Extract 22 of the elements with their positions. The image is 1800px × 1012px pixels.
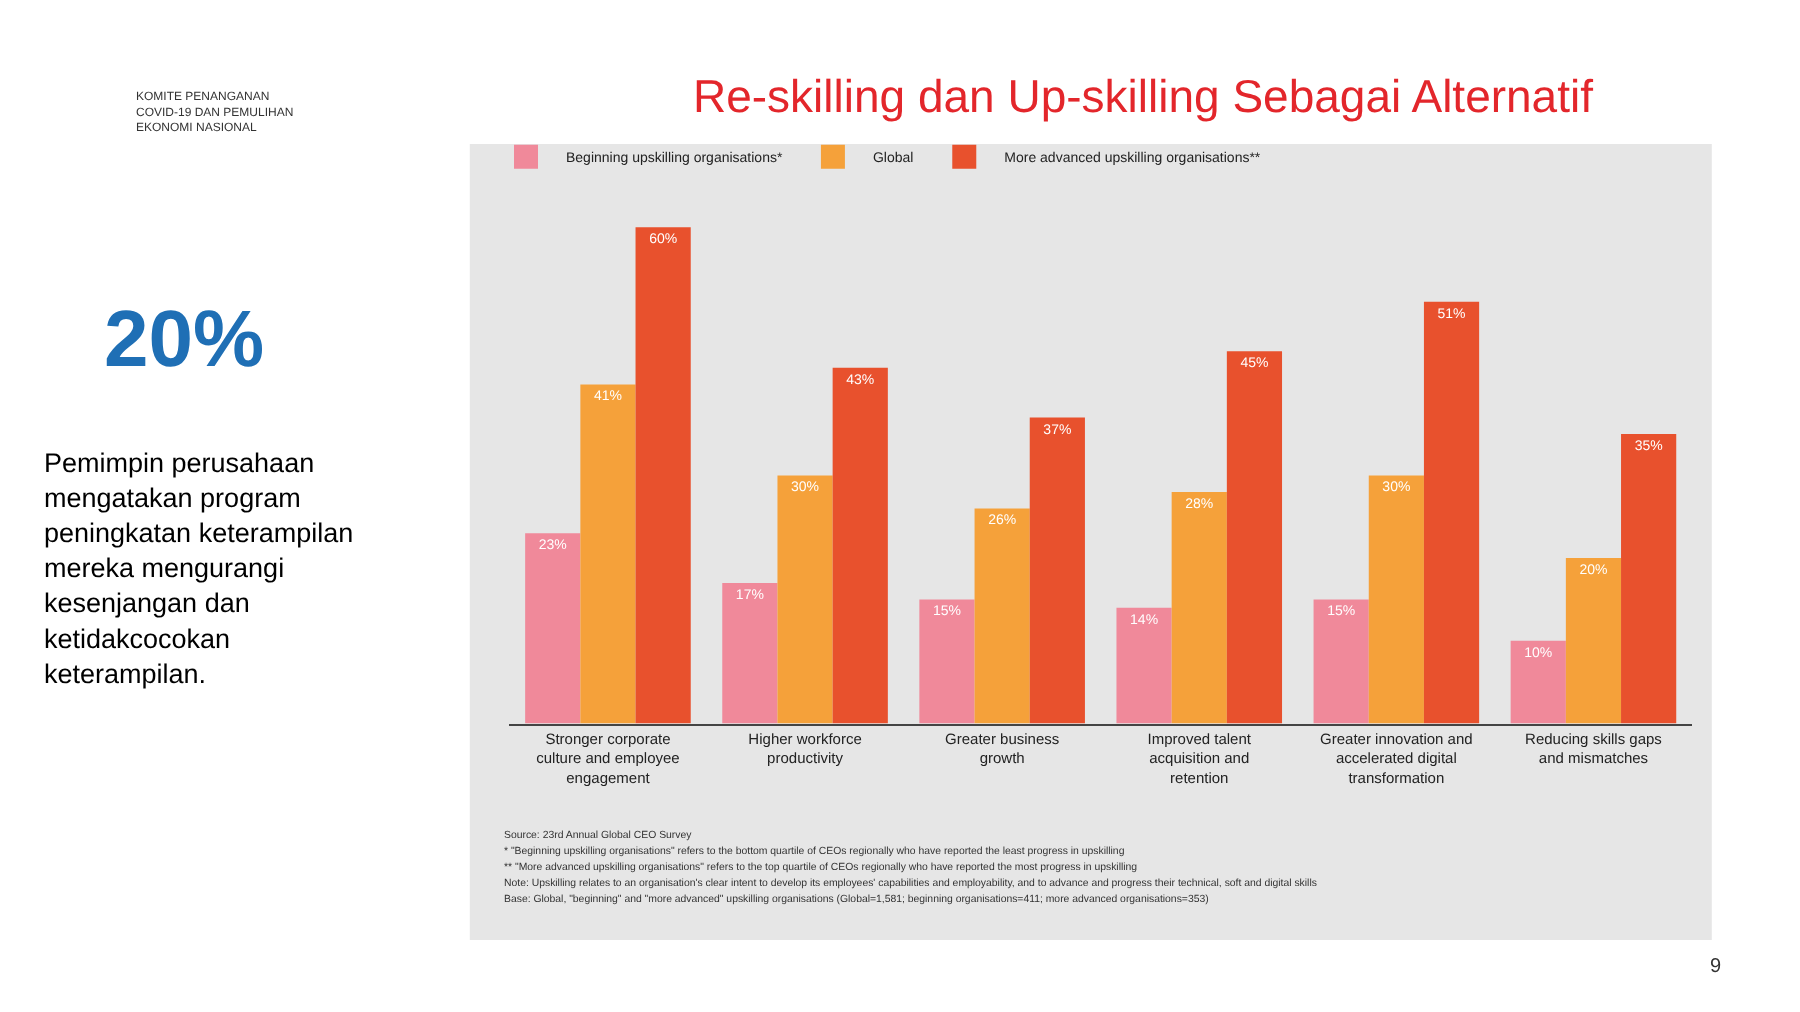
bar (1565, 558, 1622, 724)
bar (1171, 491, 1227, 724)
bar (635, 227, 691, 724)
bar (777, 475, 833, 724)
bar (722, 582, 778, 724)
bar (580, 384, 636, 724)
bar (919, 599, 975, 724)
bar (974, 508, 1030, 724)
bar (1368, 475, 1424, 724)
bar (1116, 607, 1172, 724)
bar (525, 533, 581, 724)
text: 20% (104, 296, 265, 384)
text: Pemimpin perusahaan mengatakan program peningkatan keterampilan mereka mengurangi kesenjangan dan ketidakcocokan keterampilan. (44, 448, 354, 689)
bar (1621, 434, 1677, 724)
chart-title: Re-skilling dan Up-skilling Sebagai Alternatif (692, 70, 1595, 123)
bar (1226, 351, 1283, 724)
bar (1423, 301, 1480, 724)
text: 9 (1710, 956, 1722, 978)
bar (832, 367, 888, 724)
bar (1029, 417, 1085, 724)
bar (1510, 640, 1566, 724)
bar (1313, 599, 1369, 724)
